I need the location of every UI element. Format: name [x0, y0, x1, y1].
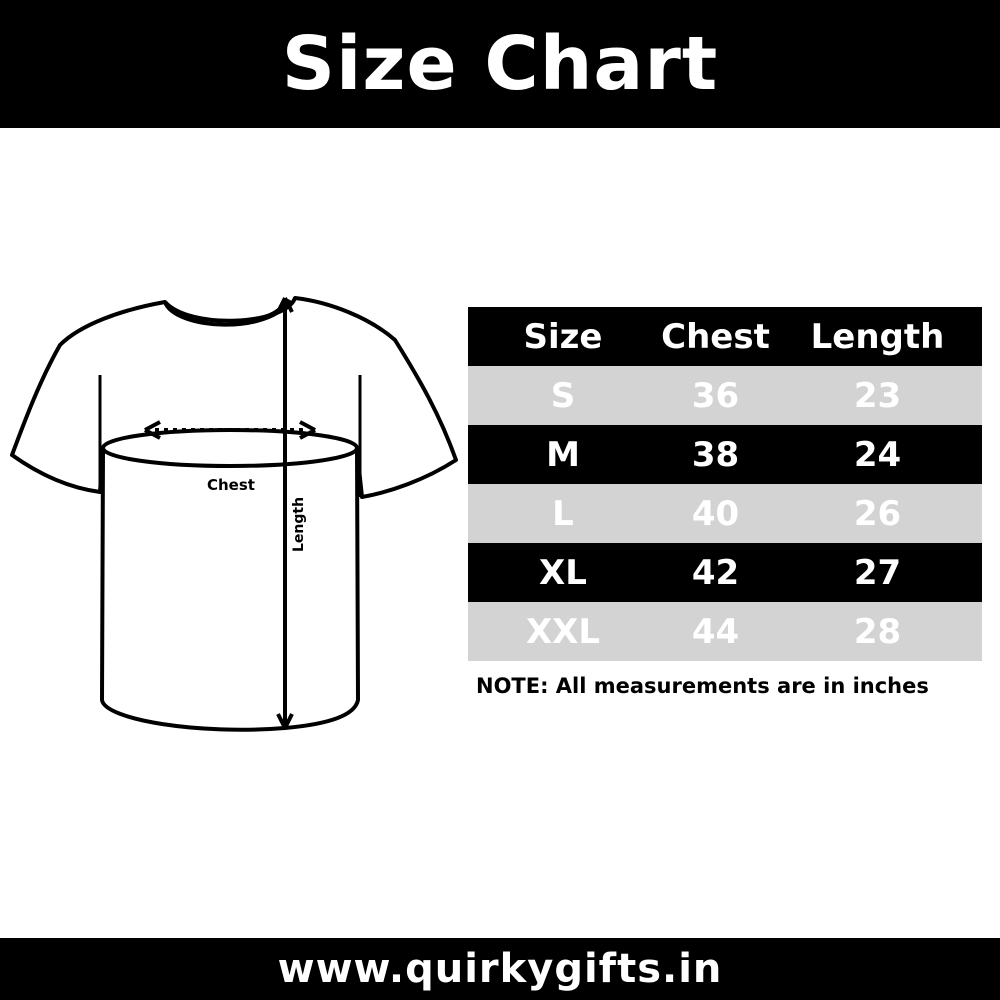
page-title: Size Chart: [281, 21, 719, 107]
arrow-right-icon: [299, 420, 316, 440]
cell-chest: 36: [691, 375, 740, 416]
tshirt-diagram: Chest Length: [10, 296, 458, 732]
cell-length: 27: [853, 552, 902, 593]
tshirt-outline: [10, 296, 458, 732]
table-row: M 38 24: [468, 425, 982, 484]
cell-chest: 38: [691, 434, 740, 475]
cell-chest: 42: [691, 552, 740, 593]
table-row: XXL 44 28: [468, 602, 982, 661]
size-table: Size Chest Length S 36 23 M 38 24 L 40 2…: [468, 307, 982, 661]
title-banner: Size Chart: [0, 0, 1000, 128]
length-label: Length: [291, 497, 307, 552]
cell-length: 28: [853, 611, 902, 652]
header-size: Size: [523, 316, 603, 357]
cell-length: 24: [853, 434, 902, 475]
measurement-note: NOTE: All measurements are in inches: [476, 674, 929, 698]
cell-chest: 44: [691, 611, 740, 652]
table-row: S 36 23: [468, 366, 982, 425]
table-row: XL 42 27: [468, 543, 982, 602]
arrow-left-icon: [144, 420, 161, 440]
table-header: Size Chest Length: [468, 307, 982, 366]
cell-size: XL: [539, 552, 587, 593]
cell-size: S: [550, 375, 576, 416]
cell-length: 23: [853, 375, 902, 416]
cell-chest: 40: [691, 493, 740, 534]
header-length: Length: [810, 316, 945, 357]
website-url: www.quirkygifts.in: [277, 946, 723, 992]
cell-size: L: [552, 493, 574, 534]
table-row: L 40 26: [468, 484, 982, 543]
cell-size: M: [546, 434, 580, 475]
cell-size: XXL: [525, 611, 601, 652]
cell-length: 26: [853, 493, 902, 534]
chest-label: Chest: [207, 476, 255, 494]
footer-banner: www.quirkygifts.in: [0, 938, 1000, 1000]
header-chest: Chest: [661, 316, 770, 357]
